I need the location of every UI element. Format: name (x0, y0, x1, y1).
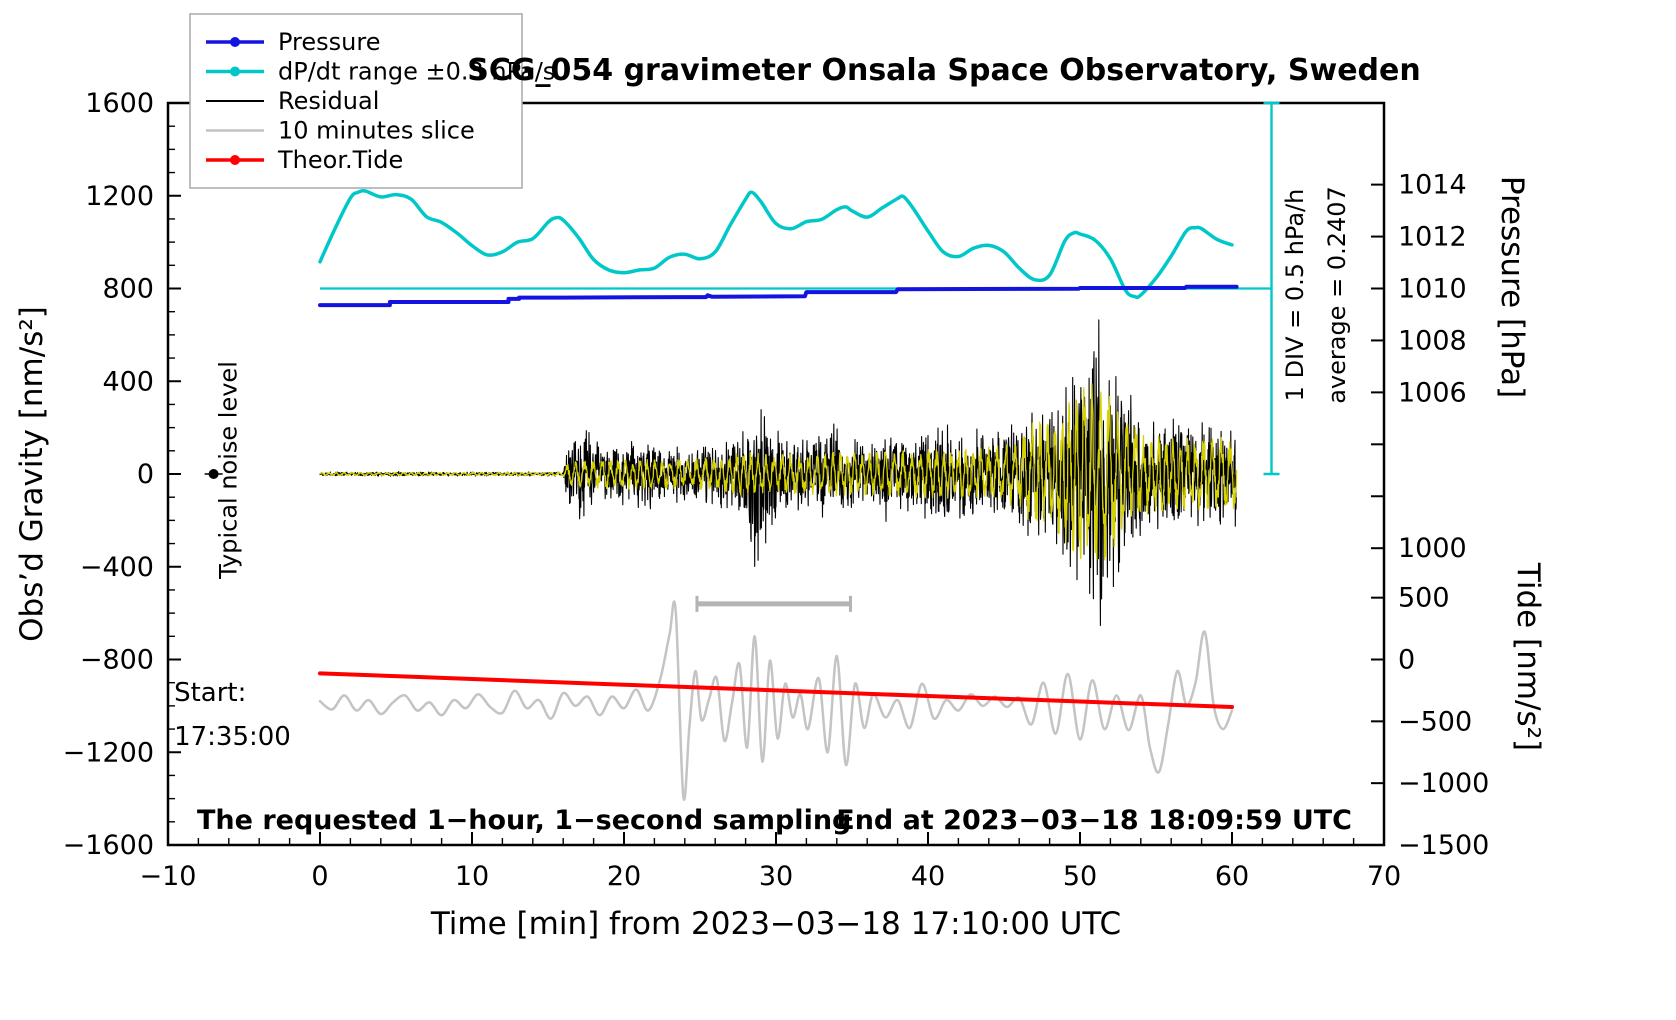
start-time-label: 17:35:00 (174, 722, 291, 752)
series-residual (319, 319, 1237, 627)
legend-item-tide: Theor.Tide (206, 146, 403, 174)
x-axis-title: Time [min] from 2023−03−18 17:10:00 UTC (430, 906, 1121, 942)
pressure-tick-label: 1010 (1398, 274, 1467, 305)
series-group (318, 189, 1272, 801)
legend-item-dpdt: dP/dt range ±0.3 hPa/s (206, 58, 555, 86)
x-tick-label: 70 (1367, 861, 1401, 892)
x-tick-label: 40 (911, 861, 945, 892)
x-axis-ticks: −10 0 10 20 30 40 50 60 70 (140, 832, 1401, 892)
y-right-tide-ticks: 500 0 −500 −1000 −1500 (1371, 583, 1489, 861)
legend-item-label: 10 minutes slice (278, 117, 475, 145)
pressure-tick-label: 1012 (1398, 222, 1467, 253)
series-pressure (318, 284, 1239, 308)
footer-sampling-note: The requested 1−hour, 1−second sampling (197, 805, 851, 836)
pressure-tick-label: 1000 (1398, 533, 1467, 564)
slice-length-bar (695, 595, 852, 612)
legend-item-label: dP/dt range ±0.3 hPa/s (278, 58, 555, 86)
pressure-tick-label: 1008 (1398, 325, 1467, 356)
x-tick-label: 30 (759, 861, 793, 892)
x-tick-label: 0 (311, 861, 328, 892)
legend-marker-dot (230, 66, 240, 77)
typical-noise-label: Typical noise level (215, 361, 243, 580)
annotations-group: 1 DIV = 0.5 hPa/h average = 0.2407 Typical… (174, 101, 1351, 752)
div-scale-label: 1 DIV = 0.5 hPa/h (1281, 189, 1309, 402)
x-tick-label: 20 (607, 861, 641, 892)
legend-item-label: Theor.Tide (277, 146, 403, 174)
y-right-tide-title: Tide [nm/s²] (1510, 562, 1546, 751)
x-tick-label: 60 (1215, 861, 1249, 892)
y-left-tick-label: −1600 (63, 830, 154, 861)
series-residual-filtered (319, 383, 1238, 561)
tide-tick-label: 0 (1398, 645, 1415, 676)
y-left-tick-label: −800 (80, 645, 154, 676)
y-left-tick-label: 0 (137, 459, 154, 490)
legend-item-residual: Residual (206, 87, 379, 115)
div-scale-bar: 1 DIV = 0.5 hPa/h average = 0.2407 (1263, 101, 1351, 476)
pressure-tick-label: 1006 (1398, 377, 1467, 408)
legend-marker-dot (230, 37, 240, 47)
y-left-tick-label: −1200 (63, 737, 154, 768)
x-tick-label: 50 (1063, 861, 1097, 892)
legend-item-label: Residual (278, 87, 379, 115)
x-tick-label: −10 (140, 861, 197, 892)
legend-item-slice: 10 minutes slice (206, 117, 475, 145)
y-left-tick-label: 400 (102, 366, 154, 397)
y-right-pressure-title: Pressure [hPa] (1494, 176, 1530, 398)
series-dpdt (318, 189, 1234, 300)
start-time-label: Start: (174, 678, 246, 708)
y-left-tick-label: −400 (80, 552, 154, 583)
y-left-axis-ticks: −1600 −1200 −800 −400 0 400 800 1200 1600 (63, 88, 181, 861)
y-left-tick-label: 1600 (85, 88, 154, 119)
series-slice (318, 600, 1234, 801)
footer-end-time: End at 2023−03−18 18:09:59 UTC (836, 805, 1352, 836)
typical-noise-marker: Typical noise level (204, 361, 243, 580)
axis-ticks-group: −10 0 10 20 30 40 50 60 70 −1600 −1200 −800 −400 0 400… (63, 88, 1490, 892)
y-left-tick-label: 800 (102, 274, 154, 305)
legend-item-pressure: Pressure (206, 28, 380, 56)
tide-tick-label: −1500 (1398, 830, 1489, 861)
chart-title: SCG_054 gravimeter Onsala Space Observat… (467, 53, 1420, 88)
series-tide (318, 671, 1234, 709)
pressure-tick-label: 1014 (1398, 170, 1467, 201)
average-label: average = 0.2407 (1323, 186, 1351, 404)
tide-tick-label: 500 (1398, 583, 1450, 614)
tide-tick-label: −500 (1398, 706, 1472, 737)
x-tick-label: 10 (455, 861, 489, 892)
y-left-tick-label: 1200 (85, 181, 154, 212)
legend-item-label: Pressure (278, 28, 380, 56)
y-left-axis-title: Obs’d Gravity [nm/s²] (14, 306, 50, 642)
legend-marker-dot (230, 155, 240, 165)
tide-tick-label: −1000 (1398, 768, 1489, 799)
y-right-pressure-ticks: 1014 1012 1010 1008 1006 1000 (1371, 170, 1467, 564)
